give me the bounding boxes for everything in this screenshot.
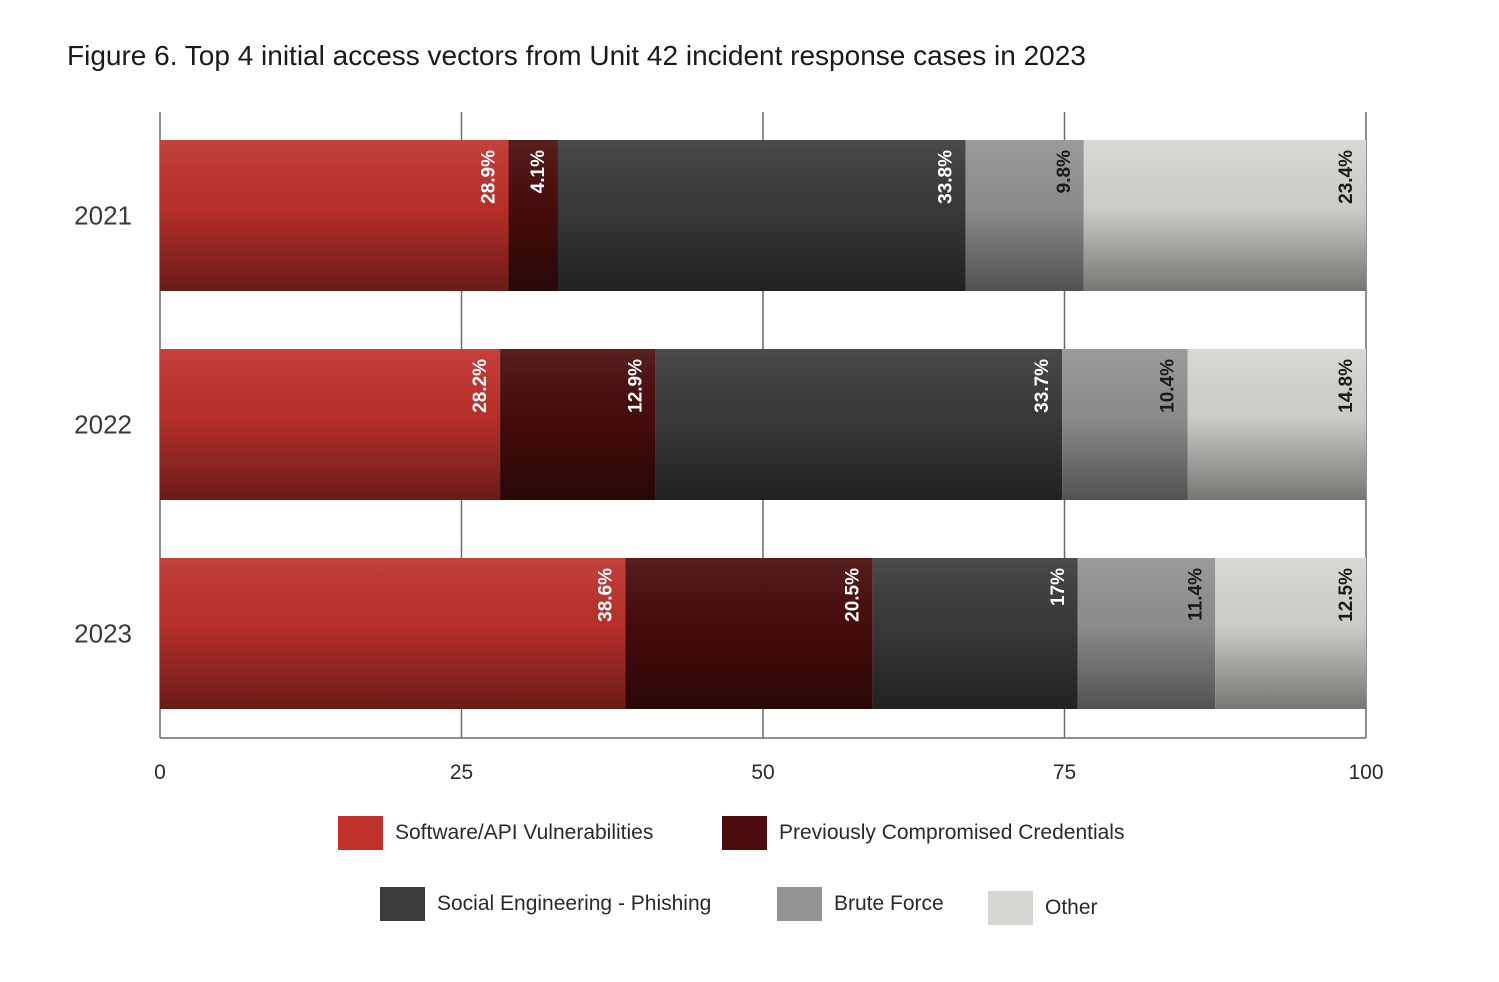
legend-item-brute-force: Brute Force — [777, 887, 944, 921]
legend-label: Social Engineering - Phishing — [437, 892, 712, 915]
bar-segment-shading — [1083, 140, 1366, 291]
stacked-bar-chart: 28.9% 4.1% 33.8% 9.8% 23.4% 28.2% 12.9% 33.7% 10… — [74, 112, 1384, 785]
data-label: 10.4% — [1158, 359, 1179, 413]
bar-segment-shading — [1077, 558, 1216, 709]
x-tick-label: 100 — [1348, 761, 1383, 784]
category-label: 2023 — [74, 619, 132, 649]
legend-label: Software/API Vulnerabilities — [395, 821, 654, 844]
bar-segment-shading — [625, 558, 873, 709]
data-label: 11.4% — [1185, 568, 1206, 621]
data-label: 28.2% — [470, 359, 491, 413]
bar-segment-shading — [508, 140, 558, 291]
axes: 0 25 50 75 100 2021 2022 2023 — [74, 201, 1383, 785]
legend-swatch — [988, 891, 1033, 925]
data-label: 28.9% — [479, 150, 500, 204]
data-label: 23.4% — [1336, 150, 1357, 204]
bar-segment-shading — [1187, 349, 1366, 500]
legend-label: Previously Compromised Credentials — [779, 821, 1125, 844]
legend-label: Brute Force — [834, 892, 944, 915]
legend-item-phishing: Social Engineering - Phishing — [380, 887, 711, 921]
data-label: 9.8% — [1054, 150, 1075, 193]
bar-segment-shading — [965, 140, 1084, 291]
bar-segment-shading — [655, 349, 1063, 500]
data-label: 12.5% — [1336, 568, 1357, 622]
bar-segment-shading — [872, 558, 1078, 709]
legend-swatch — [722, 816, 767, 850]
x-tick-label: 0 — [154, 761, 166, 784]
chart-title: Figure 6. Top 4 initial access vectors f… — [67, 40, 1086, 71]
data-label: 38.6% — [596, 568, 617, 622]
bar-segment-shading — [557, 140, 966, 291]
data-label: 4.1% — [528, 150, 549, 193]
bar-segment-shading — [160, 349, 501, 500]
category-label: 2021 — [74, 201, 132, 231]
bar-segment-shading — [1062, 349, 1188, 500]
data-label: 33.8% — [936, 150, 957, 204]
legend-swatch — [380, 887, 425, 921]
bars — [160, 140, 1366, 709]
bar-segment-shading — [160, 140, 509, 291]
category-label: 2022 — [74, 410, 132, 440]
bar-segment-shading — [500, 349, 656, 500]
data-labels: 28.9% 4.1% 33.8% 9.8% 23.4% 28.2% 12.9% 33.7% 10… — [470, 150, 1357, 622]
data-label: 14.8% — [1336, 359, 1357, 413]
data-label: 20.5% — [843, 568, 864, 622]
legend-item-other: Other — [988, 891, 1098, 925]
data-label: 17% — [1048, 568, 1069, 606]
x-tick-label: 25 — [450, 761, 473, 784]
legend-swatch — [777, 887, 822, 921]
bar-segment-shading — [1215, 558, 1366, 709]
legend-item-credentials: Previously Compromised Credentials — [722, 816, 1124, 850]
legend-swatch — [338, 816, 383, 850]
bar-segment-shading — [160, 558, 626, 709]
legend-label: Other — [1045, 896, 1098, 919]
data-label: 33.7% — [1032, 359, 1053, 413]
data-label: 12.9% — [626, 359, 647, 413]
x-tick-label: 50 — [751, 761, 774, 784]
legend-item-software-api: Software/API Vulnerabilities — [338, 816, 653, 850]
x-tick-label: 75 — [1053, 761, 1076, 784]
